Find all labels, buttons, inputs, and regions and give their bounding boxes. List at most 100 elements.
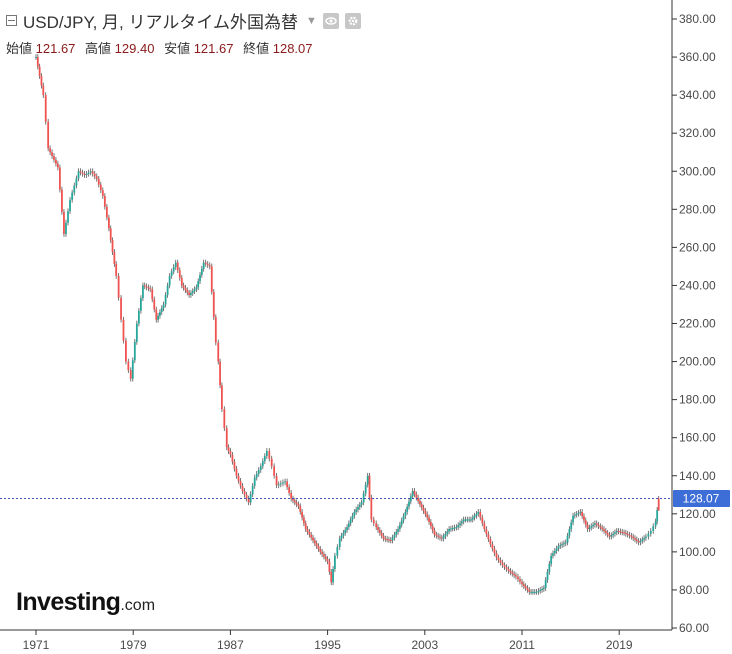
candle-up [279, 483, 282, 485]
candle-down [417, 497, 420, 501]
candle-up [552, 553, 554, 556]
candle-up [202, 262, 205, 269]
candle-down [439, 536, 441, 538]
logo-brand: Investing [16, 588, 121, 616]
candle-down [624, 532, 627, 534]
candle-down [63, 211, 65, 235]
candle-up [190, 293, 192, 295]
candle-up [362, 493, 365, 503]
candle-down [326, 559, 329, 562]
candle-up [590, 526, 593, 528]
candle-up [157, 315, 160, 320]
candle-down [227, 447, 230, 452]
candle-down [493, 548, 496, 554]
candle-up [282, 482, 284, 484]
candle-down [108, 217, 110, 229]
low-label: 安値 [164, 41, 191, 56]
candle-up [35, 57, 37, 59]
candle-down [489, 539, 492, 545]
candle-up [647, 533, 650, 537]
candle-up [548, 563, 551, 572]
candle-down [115, 264, 118, 276]
candle-down [51, 152, 53, 157]
candle-up [555, 548, 558, 551]
candle-up [473, 515, 476, 518]
candle-down [79, 171, 82, 173]
candle-down [42, 85, 45, 96]
candle-up [559, 545, 562, 547]
candle-up [395, 531, 398, 535]
candle-up [261, 461, 264, 467]
candle-down [61, 189, 63, 212]
candle-up [639, 540, 642, 543]
candle-down [517, 576, 519, 580]
y-tick-label: 200.00 [679, 355, 716, 369]
candle-down [268, 451, 271, 459]
candle-down [626, 533, 629, 535]
candle-down [219, 361, 221, 386]
candle-down [145, 286, 148, 288]
candle-down [581, 511, 584, 517]
candle-down [237, 475, 240, 481]
candle-down [319, 549, 322, 552]
candle-down [321, 551, 324, 555]
x-tick-label: 2003 [411, 638, 438, 652]
candle-down [431, 526, 434, 531]
y-tick-label: 160.00 [679, 431, 716, 445]
candle-up [400, 520, 403, 525]
candle-up [546, 571, 549, 580]
candle-up [89, 171, 92, 173]
candle-up [199, 274, 201, 282]
candle-down [420, 504, 423, 508]
candle-down [388, 539, 390, 541]
eye-icon[interactable] [322, 12, 339, 29]
candle-up [257, 470, 260, 474]
candle-down [147, 287, 150, 289]
candle-up [393, 534, 396, 538]
candle-down [621, 531, 624, 533]
candle-up [349, 519, 352, 524]
candle-down [95, 176, 98, 179]
collapse-icon[interactable] [6, 15, 17, 26]
candle-down [487, 534, 490, 540]
gear-icon[interactable] [344, 12, 361, 29]
candle-up [263, 456, 266, 462]
candle-up [570, 522, 573, 530]
candle-up [142, 285, 144, 299]
y-tick-label: 60.00 [679, 621, 709, 635]
y-tick-label: 120.00 [679, 507, 716, 521]
candle-down [122, 319, 125, 341]
candle-down [429, 521, 432, 527]
candle-up [77, 171, 80, 179]
candle-down [273, 466, 276, 476]
candle-down [81, 172, 84, 174]
caret-down-icon[interactable]: ▼ [305, 14, 317, 27]
candle-down [608, 534, 611, 537]
candle-up [408, 501, 410, 507]
candle-down [313, 540, 316, 544]
candle-up [253, 477, 256, 486]
x-tick-label: 2019 [606, 638, 633, 652]
candle-down [324, 556, 327, 560]
candle-down [419, 500, 421, 505]
candle-up [462, 519, 465, 522]
candle-down [117, 275, 120, 298]
candle-down [208, 265, 211, 267]
candle-down [212, 291, 215, 318]
candle-up [455, 527, 458, 529]
candle-down [368, 475, 371, 498]
candle-down [426, 514, 429, 518]
candle-down [317, 546, 320, 550]
x-tick-label: 2011 [509, 638, 535, 652]
candle-down [312, 537, 314, 541]
candle-up [351, 515, 354, 520]
candle-down [293, 500, 296, 503]
close-label: 終値 [243, 41, 270, 56]
candle-up [195, 287, 198, 290]
candle-down [38, 66, 41, 77]
candle-down [599, 526, 602, 528]
candle-up [577, 512, 580, 514]
candle-down [499, 560, 502, 563]
candle-up [459, 523, 461, 526]
